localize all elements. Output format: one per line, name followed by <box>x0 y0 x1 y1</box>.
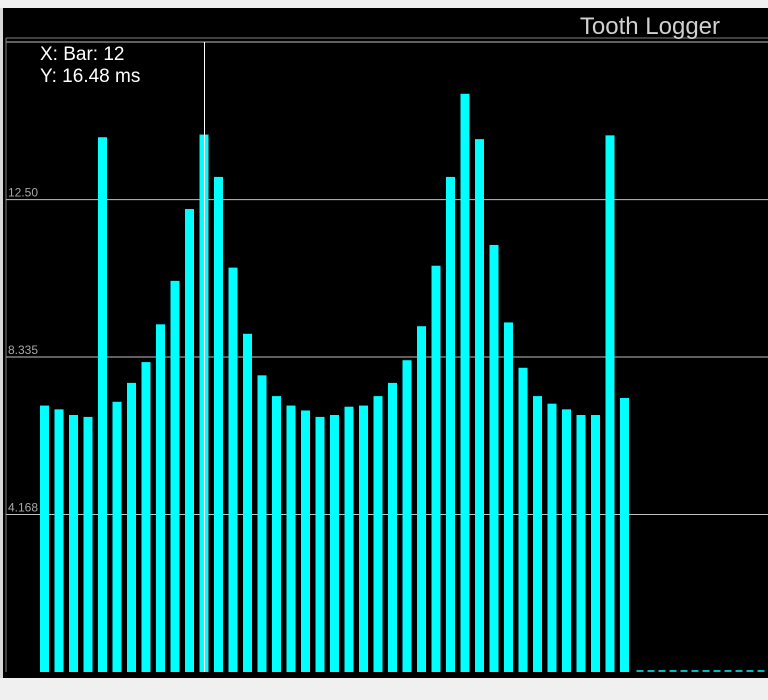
bar <box>127 382 136 672</box>
cursor-readout-x: X: Bar: 12 <box>40 44 125 65</box>
bar <box>156 324 165 672</box>
bar <box>373 396 383 672</box>
bar <box>620 398 629 672</box>
bar <box>185 209 194 672</box>
bar <box>504 322 513 672</box>
bar <box>591 415 600 672</box>
bar <box>83 416 93 672</box>
bar <box>315 416 325 672</box>
bar <box>388 382 397 672</box>
bar <box>40 405 49 672</box>
bar <box>228 267 238 672</box>
bar <box>214 176 223 673</box>
window-edge <box>0 8 3 678</box>
bar <box>547 403 557 672</box>
bar <box>402 360 412 672</box>
bar <box>330 415 339 672</box>
bar <box>54 409 64 672</box>
bar <box>475 139 484 672</box>
bar <box>446 176 455 673</box>
bar <box>359 405 368 672</box>
y-tick-label: 8.335 <box>8 343 38 357</box>
bar <box>562 409 571 672</box>
bar <box>460 93 470 673</box>
plot-panel[interactable]: 12.50 8.335 4.168 Tooth Logger X: Bar: 12 … <box>0 8 768 678</box>
bar <box>257 375 267 672</box>
y-tick-label: 12.50 <box>8 186 38 200</box>
bar <box>286 405 296 672</box>
tick-labels: 12.50 8.335 4.168 <box>8 186 38 515</box>
bar <box>141 362 151 672</box>
cursor-readout-y: Y: 16.48 ms <box>40 66 140 87</box>
bar <box>98 137 107 673</box>
bar <box>605 135 615 673</box>
bar <box>344 406 354 672</box>
y-tick-label: 4.168 <box>8 500 38 514</box>
bar <box>533 396 542 672</box>
bar <box>431 265 441 672</box>
bar <box>417 326 426 672</box>
chart-title: Tooth Logger <box>580 13 720 40</box>
bar <box>243 333 252 672</box>
bar <box>69 415 78 672</box>
bar <box>576 415 586 672</box>
bar <box>301 410 310 672</box>
bar <box>489 244 499 672</box>
bar <box>518 367 528 672</box>
bar <box>272 396 281 672</box>
bar <box>170 280 180 672</box>
grid-lines <box>5 37 768 672</box>
bar <box>112 401 122 672</box>
